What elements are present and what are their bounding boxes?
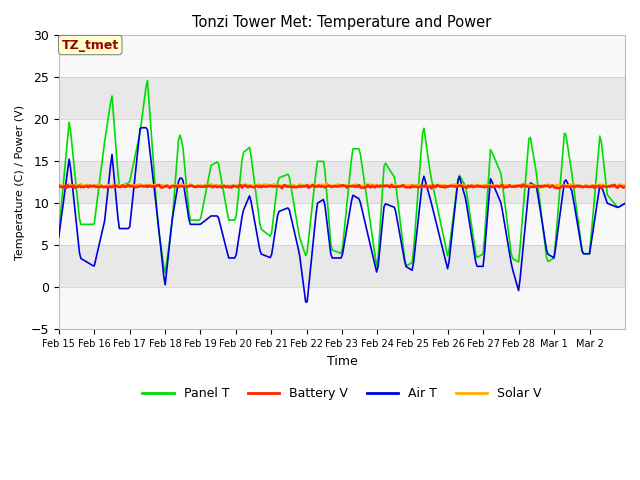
Air T bbox=[620, 201, 627, 207]
Battery V bbox=[346, 183, 354, 189]
Panel T bbox=[621, 201, 629, 206]
Air T bbox=[138, 125, 145, 131]
Bar bbox=[59, 288, 625, 329]
X-axis label: Time: Time bbox=[326, 355, 357, 368]
Solar V bbox=[323, 180, 330, 186]
Line: Panel T: Panel T bbox=[59, 81, 625, 273]
Solar V bbox=[621, 183, 629, 189]
Solar V bbox=[74, 182, 82, 188]
Line: Battery V: Battery V bbox=[59, 184, 625, 189]
Battery V bbox=[460, 184, 468, 190]
Panel T bbox=[349, 146, 357, 152]
Legend: Panel T, Battery V, Air T, Solar V: Panel T, Battery V, Air T, Solar V bbox=[138, 383, 547, 406]
Air T bbox=[461, 195, 469, 201]
Panel T bbox=[461, 183, 469, 189]
Solar V bbox=[460, 183, 468, 189]
Air T bbox=[546, 252, 554, 258]
Panel T bbox=[143, 78, 151, 84]
Air T bbox=[349, 192, 357, 198]
Battery V bbox=[546, 184, 554, 190]
Bar bbox=[59, 77, 625, 120]
Bar bbox=[59, 204, 625, 245]
Line: Air T: Air T bbox=[59, 128, 625, 302]
Battery V bbox=[519, 181, 527, 187]
Bar bbox=[59, 120, 625, 161]
Solar V bbox=[348, 183, 355, 189]
Air T bbox=[303, 299, 311, 305]
Air T bbox=[92, 257, 100, 263]
Line: Solar V: Solar V bbox=[59, 183, 625, 188]
Battery V bbox=[92, 184, 100, 190]
Battery V bbox=[55, 182, 63, 188]
Panel T bbox=[55, 230, 63, 236]
Solar V bbox=[465, 185, 472, 191]
Solar V bbox=[55, 182, 63, 188]
Panel T bbox=[92, 209, 100, 215]
Panel T bbox=[620, 201, 627, 207]
Panel T bbox=[546, 258, 554, 264]
Battery V bbox=[621, 184, 629, 190]
Panel T bbox=[161, 270, 169, 276]
Air T bbox=[74, 236, 82, 242]
Bar bbox=[59, 36, 625, 77]
Text: TZ_tmet: TZ_tmet bbox=[61, 38, 119, 51]
Title: Tonzi Tower Met: Temperature and Power: Tonzi Tower Met: Temperature and Power bbox=[192, 15, 492, 30]
Y-axis label: Temperature (C) / Power (V): Temperature (C) / Power (V) bbox=[15, 105, 25, 260]
Air T bbox=[55, 234, 63, 240]
Solar V bbox=[620, 182, 627, 188]
Bar bbox=[59, 161, 625, 204]
Battery V bbox=[74, 184, 82, 190]
Bar bbox=[59, 245, 625, 288]
Panel T bbox=[74, 202, 82, 207]
Battery V bbox=[620, 185, 627, 191]
Solar V bbox=[92, 182, 100, 188]
Air T bbox=[621, 201, 629, 206]
Solar V bbox=[546, 183, 554, 189]
Battery V bbox=[428, 186, 435, 192]
